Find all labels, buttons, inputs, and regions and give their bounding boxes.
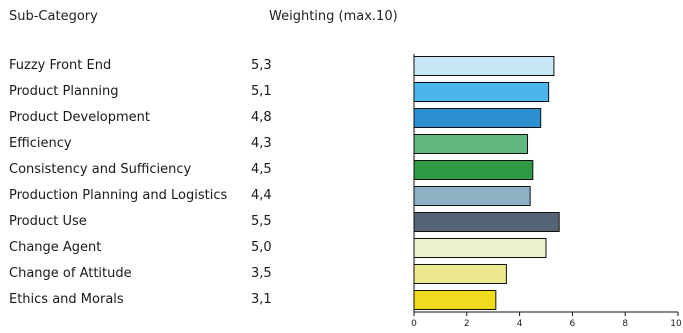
category-label: Ethics and Morals [9,292,124,307]
weighting-value: 5,1 [251,84,272,99]
bar [413,56,555,76]
column-header-weighting: Weighting (max.10) [269,9,398,24]
category-label: Product Development [9,110,151,125]
x-tick-label: 0 [411,319,417,329]
bar [413,290,497,310]
weighting-value: 3,1 [251,292,272,307]
category-label: Efficiency [9,136,72,151]
x-tick-label: 10 [670,319,682,329]
bar [413,238,547,258]
weighting-value: 4,5 [251,162,272,177]
category-label: Fuzzy Front End [9,58,112,73]
bar [413,82,550,102]
bar [413,186,531,206]
category-label: Production Planning and Logistics [9,188,228,203]
x-tick-label: 8 [622,319,628,329]
bar [413,212,560,232]
category-label: Change of Attitude [9,266,132,281]
bar [413,134,529,154]
bar [413,264,507,284]
x-tick-label: 4 [517,319,523,329]
x-tick-label: 2 [464,319,470,329]
category-label: Change Agent [9,240,102,255]
weighting-value: 5,5 [251,214,272,229]
weighting-value: 5,0 [251,240,272,255]
x-tick-label: 6 [570,319,576,329]
weighting-value: 3,5 [251,266,272,281]
category-label: Product Planning [9,84,119,99]
weighting-value: 4,4 [251,188,272,203]
weighting-value: 4,3 [251,136,272,151]
bar [413,160,534,180]
column-header-sub-category: Sub-Category [9,9,98,24]
category-label: Consistency and Sufficiency [9,162,192,177]
weighting-value: 5,3 [251,58,272,73]
weighting-value: 4,8 [251,110,272,125]
bar [413,108,542,128]
category-label: Product Use [9,214,87,229]
